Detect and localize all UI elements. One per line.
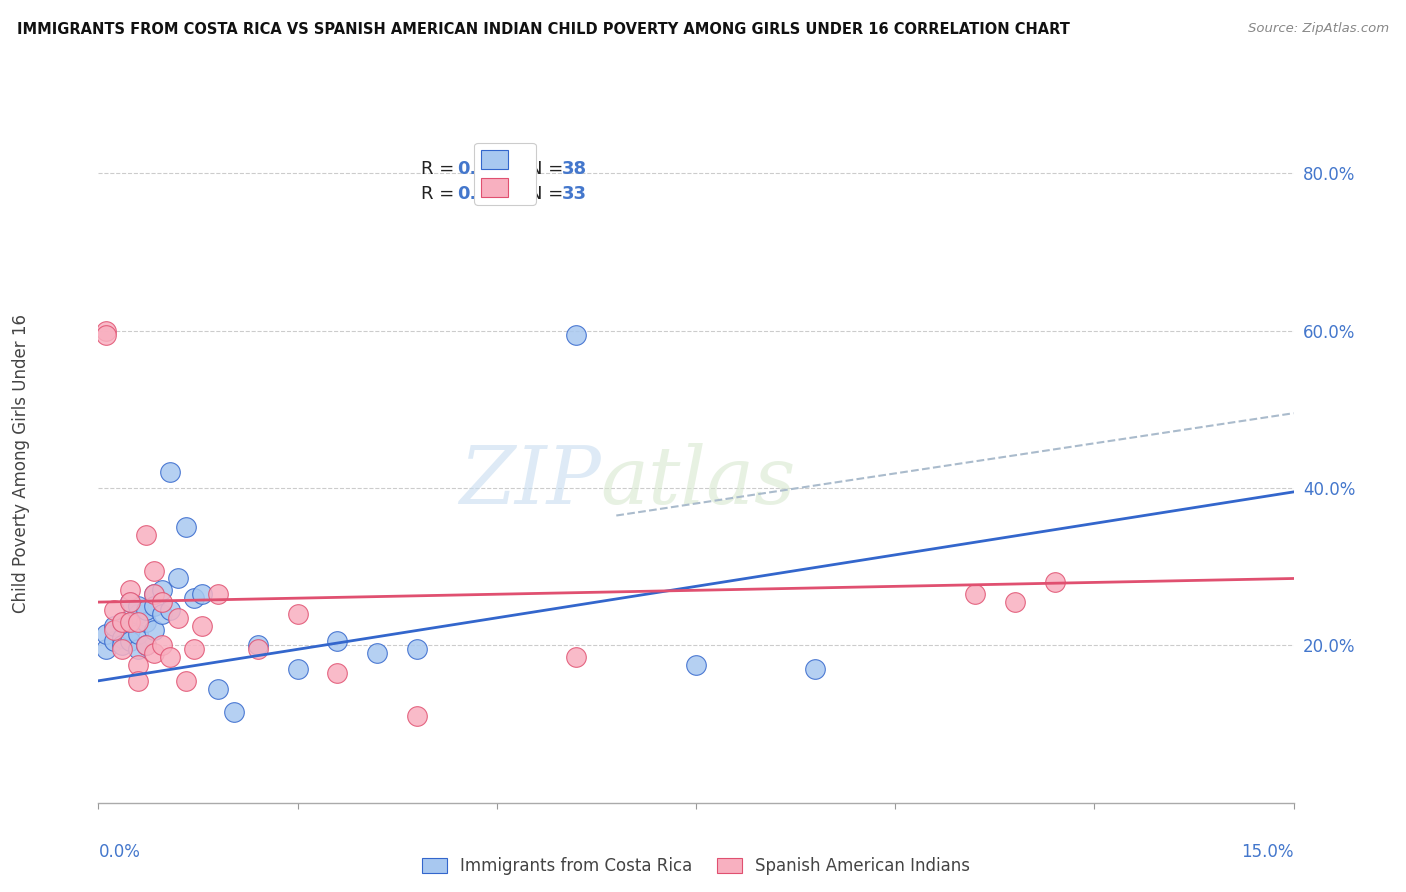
- Point: [111, 639, 134, 653]
- Point: [96, 327, 118, 342]
- Point: [127, 607, 149, 621]
- Text: 15.0%: 15.0%: [1241, 843, 1294, 861]
- Point: [135, 639, 157, 653]
- Text: IMMIGRANTS FROM COSTA RICA VS SPANISH AMERICAN INDIAN CHILD POVERTY AMONG GIRLS : IMMIGRANTS FROM COSTA RICA VS SPANISH AM…: [17, 22, 1070, 37]
- Point: [135, 639, 157, 653]
- Point: [150, 639, 173, 653]
- Point: [103, 603, 125, 617]
- Text: 0.031: 0.031: [457, 185, 513, 203]
- Point: [96, 324, 118, 338]
- Text: R =: R =: [422, 185, 460, 203]
- Point: [159, 465, 181, 479]
- Point: [159, 603, 181, 617]
- Text: R =: R =: [422, 161, 460, 178]
- Point: [287, 662, 309, 676]
- Text: Source: ZipAtlas.com: Source: ZipAtlas.com: [1249, 22, 1389, 36]
- Point: [127, 599, 149, 613]
- Point: [111, 615, 134, 629]
- Point: [565, 327, 588, 342]
- Point: [143, 587, 166, 601]
- Point: [174, 520, 197, 534]
- Point: [174, 673, 197, 688]
- Point: [207, 587, 229, 601]
- Point: [120, 623, 142, 637]
- Point: [143, 564, 166, 578]
- Point: [326, 665, 349, 680]
- Point: [120, 634, 142, 648]
- Point: [143, 587, 166, 601]
- Point: [111, 615, 134, 629]
- Point: [1004, 595, 1026, 609]
- Point: [127, 658, 149, 673]
- Point: [120, 583, 142, 598]
- Text: ZIP: ZIP: [458, 443, 600, 520]
- Point: [222, 706, 245, 720]
- Point: [565, 650, 588, 665]
- Point: [103, 623, 125, 637]
- Point: [183, 591, 205, 606]
- Text: 38: 38: [562, 161, 588, 178]
- Point: [167, 572, 190, 586]
- Point: [406, 709, 429, 723]
- Point: [207, 681, 229, 696]
- Text: N =: N =: [529, 185, 568, 203]
- Point: [685, 658, 707, 673]
- Point: [406, 642, 429, 657]
- Text: 33: 33: [562, 185, 588, 203]
- Point: [246, 642, 269, 657]
- Text: 0.306: 0.306: [457, 161, 513, 178]
- Point: [127, 626, 149, 640]
- Point: [1043, 575, 1066, 590]
- Point: [111, 631, 134, 645]
- Point: [143, 623, 166, 637]
- Text: 0.0%: 0.0%: [98, 843, 141, 861]
- Legend:  ,  : ,: [474, 143, 536, 205]
- Point: [287, 607, 309, 621]
- Point: [120, 615, 142, 629]
- Point: [135, 603, 157, 617]
- Point: [143, 599, 166, 613]
- Point: [191, 587, 214, 601]
- Point: [804, 662, 827, 676]
- Point: [120, 595, 142, 609]
- Point: [159, 650, 181, 665]
- Point: [127, 673, 149, 688]
- Point: [167, 611, 190, 625]
- Point: [103, 634, 125, 648]
- Point: [191, 618, 214, 632]
- Point: [143, 646, 166, 660]
- Point: [135, 528, 157, 542]
- Point: [96, 642, 118, 657]
- Point: [246, 639, 269, 653]
- Text: Child Poverty Among Girls Under 16: Child Poverty Among Girls Under 16: [13, 314, 30, 614]
- Point: [366, 646, 388, 660]
- Text: N =: N =: [529, 161, 568, 178]
- Point: [127, 615, 149, 629]
- Point: [135, 615, 157, 629]
- Point: [103, 618, 125, 632]
- Point: [150, 595, 173, 609]
- Point: [150, 607, 173, 621]
- Point: [111, 642, 134, 657]
- Point: [150, 583, 173, 598]
- Point: [120, 595, 142, 609]
- Point: [326, 634, 349, 648]
- Text: atlas: atlas: [600, 443, 796, 520]
- Point: [127, 642, 149, 657]
- Point: [963, 587, 986, 601]
- Point: [183, 642, 205, 657]
- Point: [96, 626, 118, 640]
